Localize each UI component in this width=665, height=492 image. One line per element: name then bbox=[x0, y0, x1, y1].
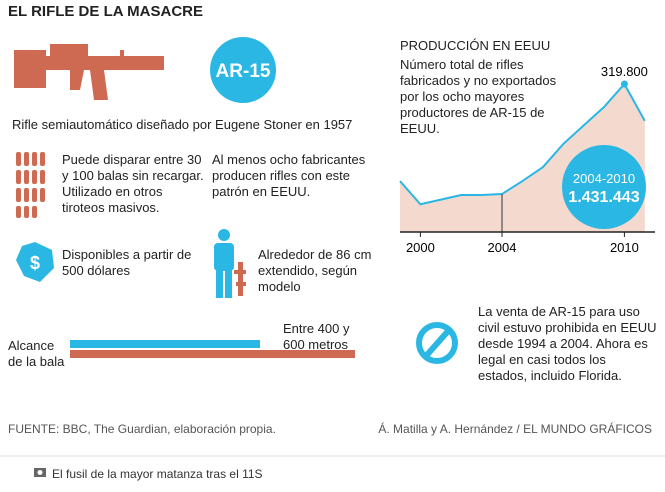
x-tick-label: 2000 bbox=[406, 240, 435, 255]
range-bar bbox=[70, 340, 260, 348]
fact-designer: Rifle semiautomático diseñado por Eugene… bbox=[12, 117, 353, 132]
fact-ban: La venta de AR-15 para uso civil estuvo … bbox=[478, 304, 657, 383]
dollar-sign: $ bbox=[30, 253, 40, 273]
fact-capacity: Puede disparar entre 30 y 100 balas sin … bbox=[62, 152, 204, 215]
camera-icon bbox=[34, 468, 46, 477]
total-circle bbox=[562, 145, 646, 229]
dollar-icon bbox=[16, 242, 54, 282]
range-label: Alcance de la bala bbox=[8, 338, 65, 369]
line bbox=[399, 82, 646, 206]
total-value: 1.431.443 bbox=[568, 189, 639, 206]
range-bar bbox=[70, 350, 355, 358]
bullets-icon bbox=[16, 152, 45, 218]
peak-dot bbox=[620, 80, 628, 88]
chart-subtitle: Número total de rifles fabricados y no e… bbox=[400, 57, 557, 136]
fact-makers: Al menos ocho fabricantes producen rifle… bbox=[212, 152, 366, 199]
x-tick-label: 2010 bbox=[610, 240, 639, 255]
badge: AR-15 bbox=[216, 61, 271, 82]
range-text: Entre 400 y 600 metros bbox=[283, 321, 350, 352]
fact-price: Disponibles a partir de 500 dólares bbox=[62, 247, 192, 278]
fact-length: Alrededor de 86 cm extendido, según mode… bbox=[258, 247, 372, 294]
person-icon bbox=[214, 229, 234, 298]
title: EL RIFLE DE LA MASACRE bbox=[8, 3, 204, 20]
total-period: 2004-2010 bbox=[573, 171, 635, 186]
caption: El fusil de la mayor matanza tras el 11S bbox=[52, 467, 263, 481]
rifle-icon bbox=[14, 44, 164, 100]
x-tick-label: 2004 bbox=[488, 240, 517, 255]
badge-circle bbox=[210, 37, 276, 103]
source: FUENTE: BBC, The Guardian, elaboración p… bbox=[8, 422, 276, 436]
credit: Á. Matilla y A. Hernández / EL MUNDO GRÁ… bbox=[378, 422, 652, 436]
chart-title: PRODUCCIÓN EN EEUU bbox=[400, 38, 551, 53]
small-rifle-icon bbox=[234, 262, 246, 296]
prohibited-icon bbox=[416, 322, 458, 364]
value-label: 319.800 bbox=[601, 64, 648, 79]
